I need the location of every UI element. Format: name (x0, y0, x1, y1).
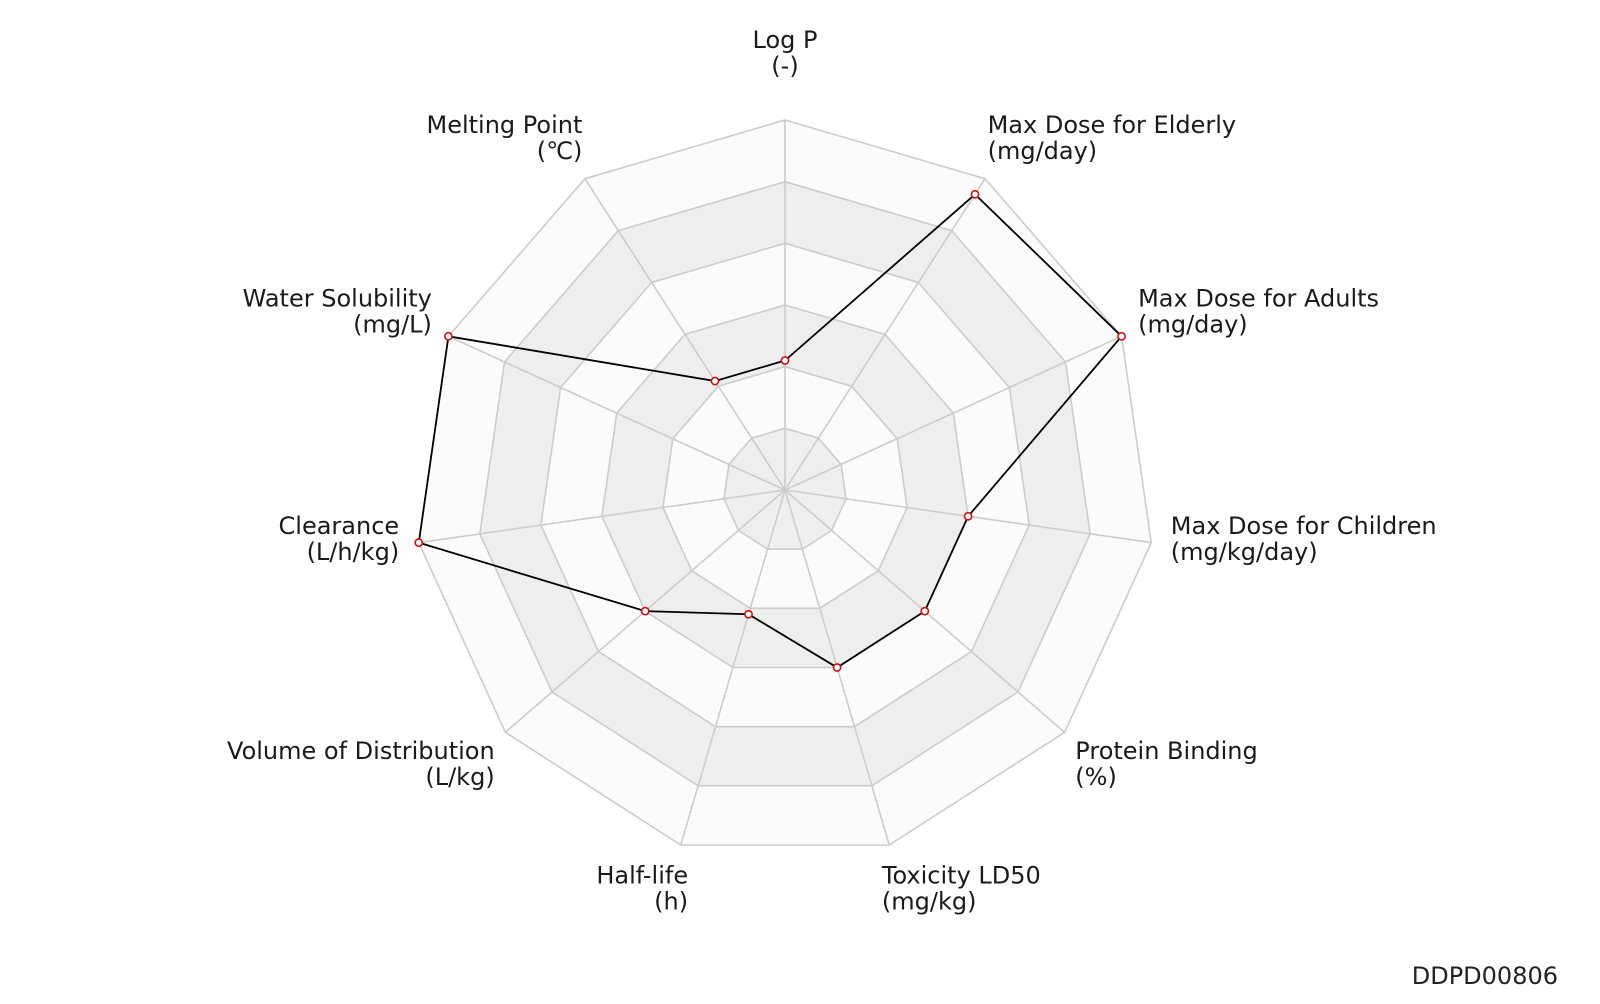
axis-label-unit: (L/kg) (425, 763, 494, 791)
axis-label: Log P (-) (753, 26, 818, 80)
axis-label: Clearance (L/h/kg) (279, 512, 400, 566)
axis-label: Max Dose for Adults (mg/day) (1138, 285, 1379, 339)
axis-label-name: Log P (753, 26, 818, 54)
axis-spoke (584, 178, 786, 491)
axis-spoke (448, 335, 786, 491)
data-point (920, 606, 930, 616)
axis-label: Melting Point (℃) (427, 111, 583, 165)
axis-spoke (784, 335, 1122, 491)
axis-label-name: Clearance (279, 512, 400, 540)
axis-label-unit: (℃) (537, 137, 583, 165)
axis-label-name: Volume of Distribution (227, 737, 495, 765)
data-point (1117, 331, 1126, 341)
axis-label-unit: (mg/day) (988, 137, 1098, 165)
series-layer (414, 189, 1126, 672)
axis-label-name: Melting Point (427, 111, 583, 139)
spoke-layer (418, 120, 1152, 846)
data-point (710, 376, 720, 386)
data-point (780, 356, 790, 365)
data-point (744, 609, 753, 619)
axis-spoke (418, 489, 786, 544)
axis-label-unit: (%) (1075, 763, 1117, 791)
axis-spoke (679, 489, 786, 846)
data-point (640, 606, 650, 616)
axis-label-name: Water Solubility (243, 285, 432, 313)
axis-label: Water Solubility (mg/L) (243, 285, 432, 339)
axis-spoke (784, 178, 986, 491)
axis-label-name: Half-life (596, 862, 688, 890)
axis-label-name: Max Dose for Children (1171, 512, 1437, 540)
axis-label-unit: (h) (654, 888, 688, 916)
axis-label-unit: (mg/kg) (882, 888, 977, 916)
axis-label-name: Toxicity LD50 (881, 862, 1041, 890)
axis-label-name: Max Dose for Adults (1138, 285, 1379, 313)
data-point (414, 538, 424, 548)
axis-label: Volume of Distribution (L/kg) (227, 737, 495, 791)
axis-label-unit: (mg/kg/day) (1171, 538, 1318, 566)
data-point (963, 511, 973, 521)
axis-label-unit: (mg/L) (353, 311, 432, 339)
data-point (970, 189, 980, 199)
axis-label-name: Max Dose for Elderly (988, 111, 1237, 139)
axis-label: Max Dose for Elderly (mg/day) (988, 111, 1237, 165)
axis-label-name: Protein Binding (1075, 737, 1257, 765)
axis-label-layer: Log P (-)Max Dose for Elderly (mg/day)Max … (227, 26, 1437, 916)
axis-label: Protein Binding (%) (1075, 737, 1257, 791)
axis-label: Max Dose for Children (mg/kg/day) (1171, 512, 1437, 566)
data-point (444, 331, 453, 341)
data-point (832, 663, 842, 672)
axis-label: Toxicity LD50 (mg/kg) (881, 862, 1041, 916)
axis-label-unit: (mg/day) (1138, 311, 1248, 339)
document-code: DDPD00806 (1411, 962, 1558, 990)
axis-label-unit: (-) (771, 52, 798, 80)
axis-label: Half-life (h) (596, 862, 688, 916)
series-line (417, 193, 1123, 669)
axis-label-unit: (L/h/kg) (307, 538, 400, 566)
